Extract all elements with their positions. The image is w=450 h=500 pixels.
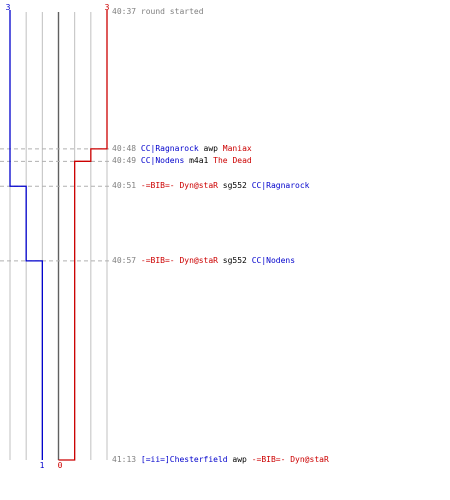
- blue-team-series: [9, 10, 43, 460]
- log-text: The Dead: [213, 156, 252, 166]
- log-text: CC|Ragnarock: [140, 143, 199, 153]
- log-text: CC|Nodens: [140, 156, 185, 166]
- log-time: 40:48: [112, 143, 141, 153]
- log-text: awp: [227, 455, 252, 464]
- log-text: -=BIB=- Dyn@staR: [140, 181, 218, 191]
- blue-start-count: 3: [6, 3, 11, 12]
- log-entry: 40:37 round started: [112, 7, 204, 17]
- log-entry: 40:57 -=BIB=- Dyn@staR sg552 CC|Nodens: [112, 256, 295, 266]
- log-time: 40:37: [112, 7, 141, 16]
- blue-end-count: 1: [40, 461, 45, 470]
- log-time: 40:49: [112, 156, 141, 166]
- log-text: sg552: [217, 255, 252, 265]
- red-end-count: 0: [58, 461, 63, 470]
- log-text: awp: [198, 143, 223, 153]
- log-entry: 40:51 -=BIB=- Dyn@staR sg552 CC|Ragnaroc…: [112, 181, 309, 191]
- log-text: CC|Nodens: [251, 255, 296, 265]
- log-text: Maniax: [222, 143, 252, 153]
- log-text: -=BIB=- Dyn@staR: [251, 455, 329, 464]
- log-entry: 40:48 CC|Ragnarock awp Maniax: [112, 144, 252, 154]
- log-entry: 41:13 [=ii=]Chesterfield awp -=BIB=- Dyn…: [112, 455, 329, 465]
- log-entry: 40:49 CC|Nodens m4a1 The Dead: [112, 156, 252, 166]
- log-text: [=ii=]Chesterfield: [140, 455, 228, 464]
- red-team-series: [58, 10, 108, 461]
- log-time: 40:51: [112, 181, 141, 191]
- log-text: sg552: [217, 181, 252, 191]
- red-start-count: 3: [105, 3, 110, 12]
- log-text: m4a1: [184, 156, 214, 166]
- log-text: round started: [140, 7, 204, 16]
- log-text: -=BIB=- Dyn@staR: [140, 255, 218, 265]
- log-text: CC|Ragnarock: [251, 181, 310, 191]
- log-time: 40:57: [112, 255, 141, 265]
- log-time: 41:13: [112, 455, 141, 464]
